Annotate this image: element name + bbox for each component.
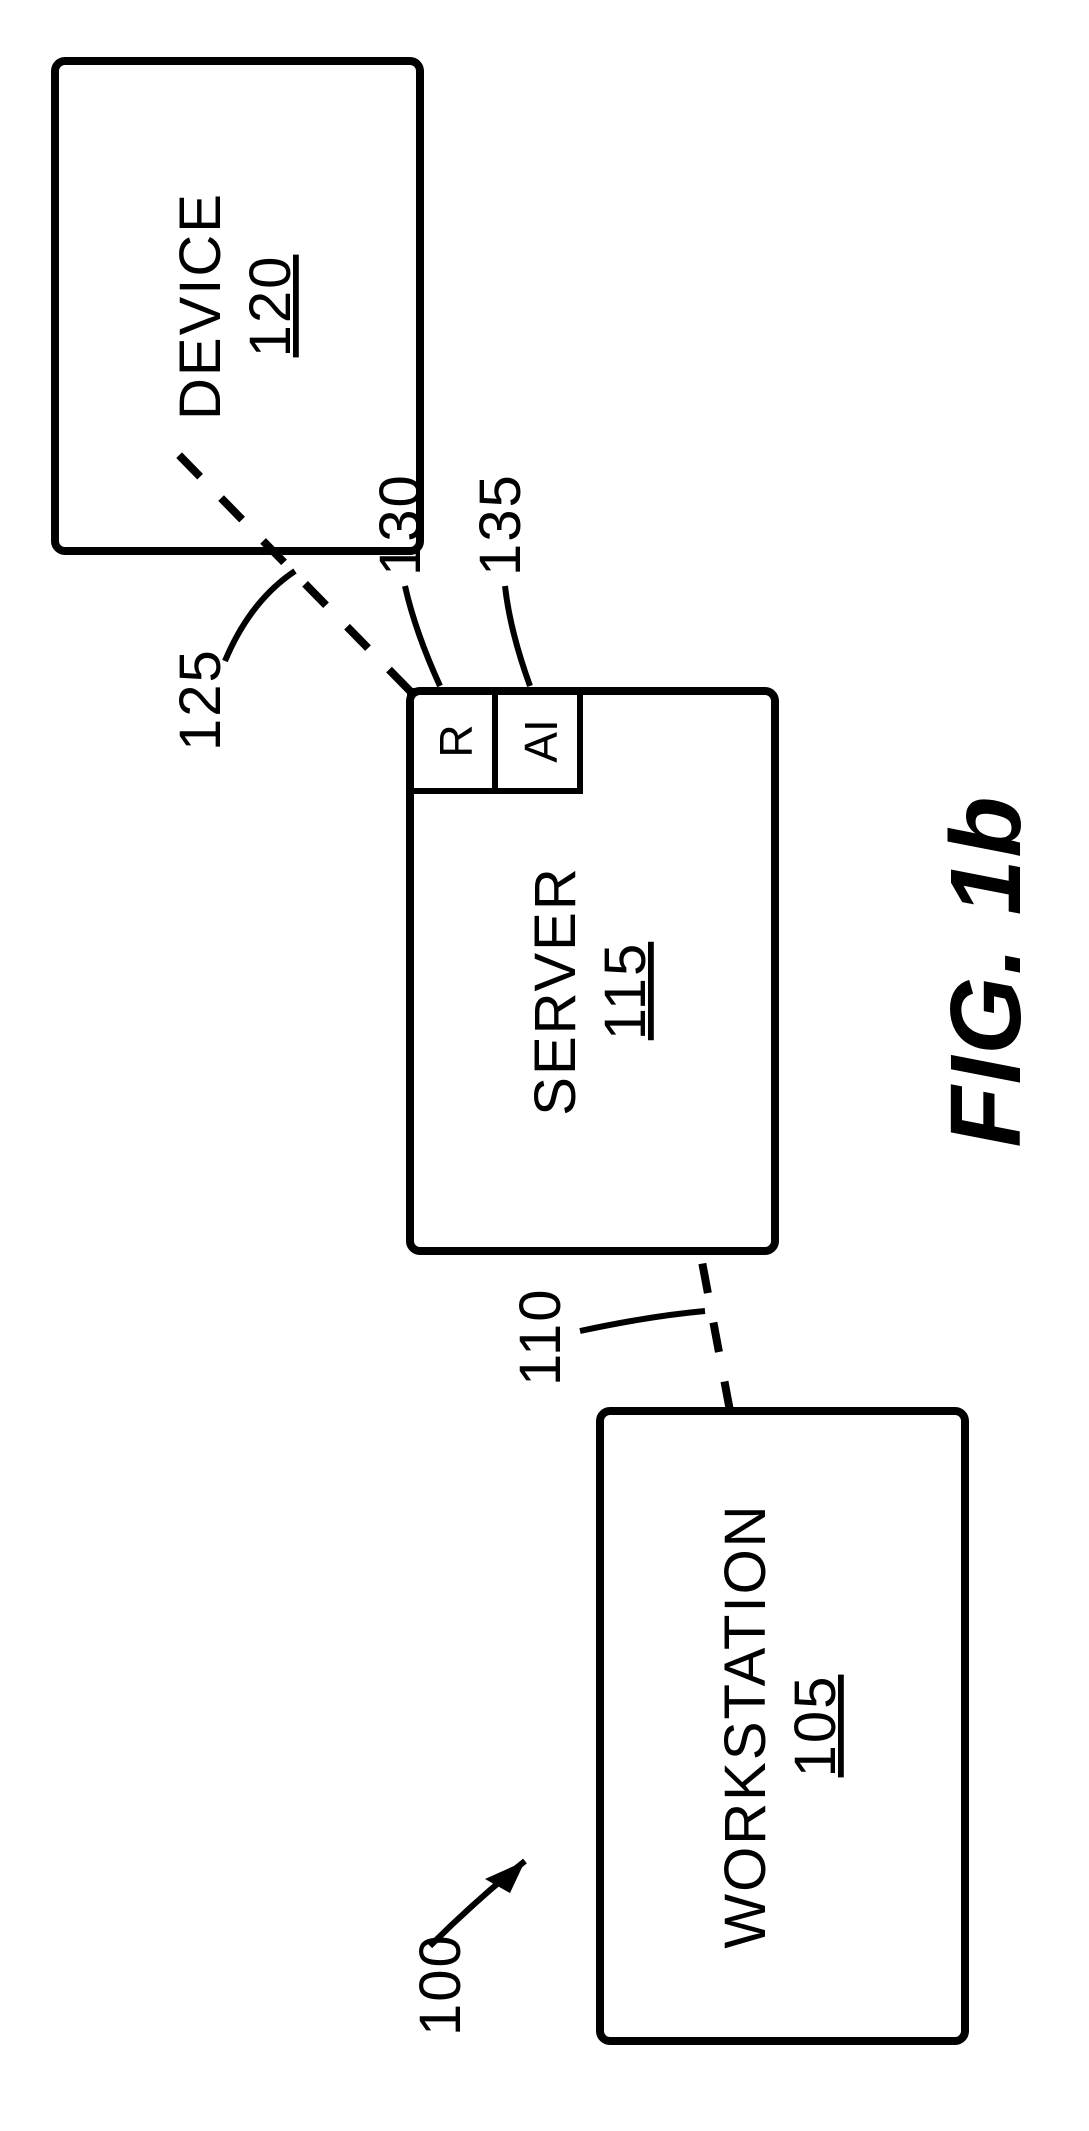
workstation-ref: 105 xyxy=(783,1675,848,1778)
ref-135: 135 xyxy=(468,473,533,576)
server-label: SERVER xyxy=(523,866,588,1115)
leader-125 xyxy=(225,571,295,661)
r-box-label: R xyxy=(430,724,482,757)
ai-box-label: AI xyxy=(515,719,567,762)
leader-130 xyxy=(405,586,440,686)
figure-label: FIG. 1b xyxy=(930,795,1042,1148)
edge-ws-server xyxy=(700,1251,730,1411)
leader-135 xyxy=(505,586,530,686)
device-ref: 120 xyxy=(238,255,303,358)
device-label: DEVICE xyxy=(168,192,233,420)
server-ref: 115 xyxy=(593,942,658,1040)
workstation-label: WORKSTATION xyxy=(713,1503,778,1948)
ref-130: 130 xyxy=(368,473,433,576)
ref-100: 100 xyxy=(408,1933,473,2036)
leader-110 xyxy=(580,1311,705,1331)
ref-125: 125 xyxy=(168,648,233,751)
ref-110: 110 xyxy=(508,1288,573,1386)
diagram-canvas: WORKSTATION 105 SERVER 115 R AI DEVICE 1… xyxy=(0,0,1089,2131)
